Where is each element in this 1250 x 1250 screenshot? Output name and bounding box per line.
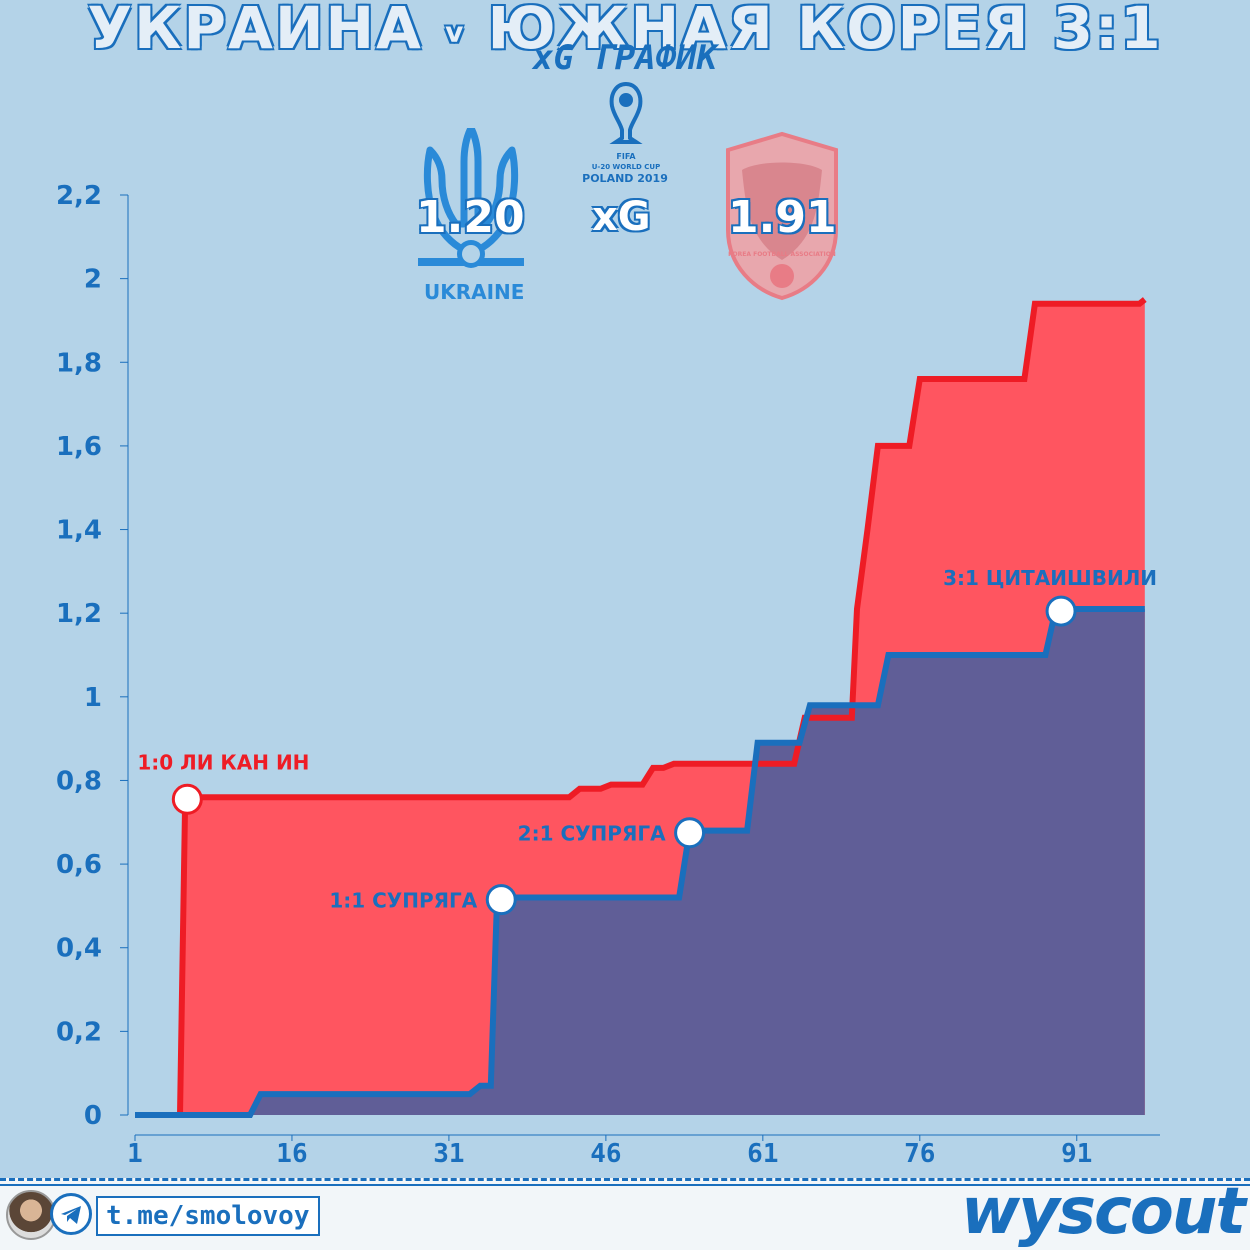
xg-step-chart: 0 0,2 0,4 0,6 0,8 1 1,2 1,4 1,6 1,8 2 2,2 1 16 31 46 61… [56, 181, 1160, 1169]
goal-annotation-label: 3:1 ЦИТАИШВИЛИ [943, 566, 1157, 590]
ukraine-xg-area [135, 609, 1145, 1115]
x-tick-label: 76 [904, 1139, 935, 1169]
chart-lines [135, 297, 1147, 1118]
goal-annotation-label: 2:1 СУПРЯГА [518, 822, 666, 846]
ukraine-label: UKRAINE [424, 280, 525, 304]
tournament-name: U-20 WORLD CUP [591, 163, 661, 171]
chart-areas [135, 299, 1145, 1115]
author-avatar [6, 1190, 56, 1240]
tournament-fifa: FIFA [616, 152, 636, 161]
chart-annotations: 1:0 ЛИ КАН ИН 1:1 СУПРЯГА 2:1 СУПРЯГА 3:1 Ц… [137, 566, 1157, 916]
y-tick-label: 0,4 [56, 934, 102, 964]
korea-crest-text: KOREA FOOTBALL ASSOCIATION [728, 251, 836, 258]
y-tick-label: 0,2 [56, 1017, 102, 1047]
ukraine-crest-icon [418, 128, 524, 268]
goal-marker [171, 783, 203, 815]
x-tick-label: 61 [747, 1139, 778, 1169]
y-tick-label: 0 [84, 1101, 102, 1131]
korea-xg-value: 1.91 [728, 192, 837, 243]
y-axis: 0 0,2 0,4 0,6 0,8 1 1,2 1,4 1,6 1,8 2 2,2 [56, 181, 129, 1131]
x-tick-label: 31 [433, 1139, 464, 1169]
korea-crest-icon: KOREA FOOTBALL ASSOCIATION [726, 131, 838, 301]
goal-marker [485, 884, 517, 916]
xg-center-label: xG [592, 194, 651, 240]
ukraine-xg-value: 1.20 [416, 192, 525, 243]
goal-annotation-label: 1:1 СУПРЯГА [329, 889, 477, 913]
wyscout-logo: wyscout [961, 1175, 1246, 1249]
page-subtitle: xG ГРАФИК [532, 38, 718, 78]
page-title: УКРАИНА v ЮЖНАЯ КОРЕЯ 3:1 [0, 0, 1250, 62]
x-tick-label: 1 [127, 1139, 143, 1169]
goal-annotation-label: 1:0 ЛИ КАН ИН [137, 750, 309, 774]
y-tick-label: 2 [84, 265, 102, 295]
y-tick-label: 1,8 [56, 348, 102, 378]
y-tick-label: 1,4 [56, 516, 102, 546]
y-tick-label: 1 [84, 683, 102, 713]
title-away-team-and-score: ЮЖНАЯ КОРЕЯ 3:1 [487, 0, 1163, 62]
x-tick-label: 16 [276, 1139, 307, 1169]
y-tick-label: 2,2 [56, 181, 102, 211]
ukraine-xg-line [135, 606, 1145, 1118]
footer-divider-solid [0, 1184, 1250, 1186]
x-tick-label: 46 [590, 1139, 621, 1169]
title-versus: v [445, 15, 466, 49]
tournament-host: POLAND 2019 [582, 172, 668, 185]
goal-marker [1045, 595, 1077, 627]
telegram-icon[interactable] [50, 1193, 92, 1235]
x-axis: 1 16 31 46 61 76 91 [127, 1134, 1160, 1169]
y-tick-label: 1,2 [56, 599, 102, 629]
title-home-team: УКРАИНА [87, 0, 423, 62]
y-tick-label: 1,6 [56, 432, 102, 462]
x-tick-label: 91 [1061, 1139, 1092, 1169]
world-cup-trophy-icon [609, 82, 643, 144]
korea-xg-line [135, 297, 1147, 1118]
y-tick-label: 0,6 [56, 850, 102, 880]
goal-marker [674, 817, 706, 849]
footer-divider-dashed [0, 1178, 1250, 1181]
y-tick-label: 0,8 [56, 766, 102, 796]
telegram-channel-link[interactable]: t.me/smolovoy [96, 1196, 320, 1236]
